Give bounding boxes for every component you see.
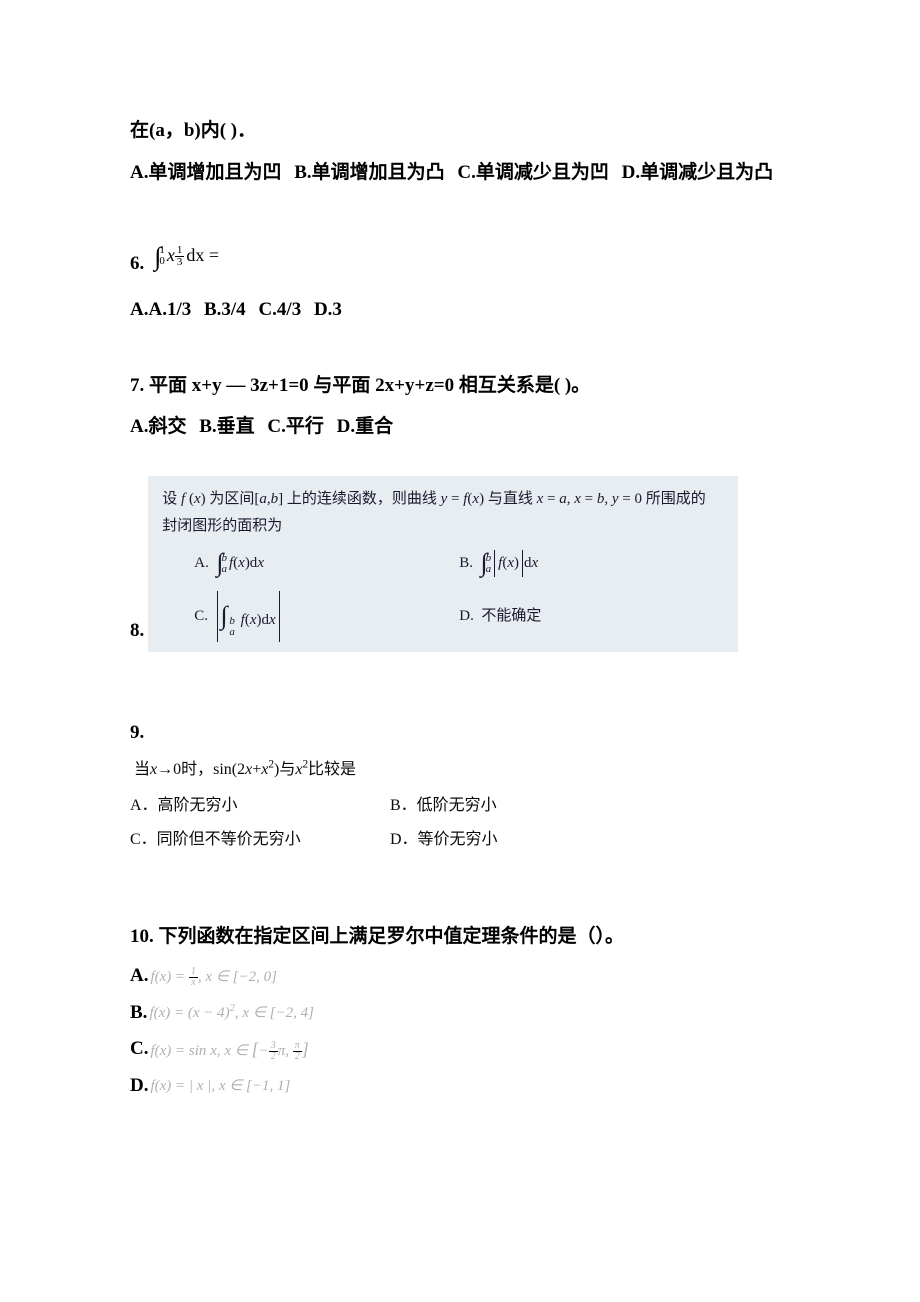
q6-exponent-fraction: 1 3 <box>175 245 185 268</box>
q8-opt-d: D. 不能确定 <box>459 591 724 642</box>
q10-opt-b: B. f(x) = (x − 4)2, x ∈ [−2, 4] <box>130 998 790 1028</box>
integral-sign-icon: ∫ <box>154 228 161 285</box>
q8c-bounds: ba <box>229 616 235 638</box>
question-7: 7. 平面 x+y — 3z+1=0 与平面 2x+y+z=0 相互关系是( )… <box>130 365 790 449</box>
q10-optD-letter: D. <box>130 1071 148 1101</box>
integral-sign-icon: ∫ <box>216 540 223 587</box>
q10-optD-formula: f(x) = | x |, x ∈ [−1, 1] <box>150 1074 290 1098</box>
q10-opt-c: C. f(x) = sin x, x ∈ [−32π, π2] <box>130 1034 790 1064</box>
question-10: 10. 下列函数在指定区间上满足罗尔中值定理条件的是（）。 A. f(x) = … <box>130 916 790 1101</box>
q6-integral: ∫ 1 0 x 1 3 dx = <box>148 228 219 285</box>
q7-opt-d: D.重合 <box>337 416 393 437</box>
q6-integrand-base: x <box>167 236 175 276</box>
q10-optB-formula: f(x) = (x − 4)2, x ∈ [−2, 4] <box>149 1001 314 1025</box>
q8-optD-label: D. <box>459 603 474 630</box>
q9-opt-d: D．等价无穷小 <box>390 824 650 856</box>
q8-options: A. ∫ ba f(x)dx B. ∫ ba f(x)dx C. ∫ ba f(… <box>194 540 724 642</box>
q10-opt-d: D. f(x) = | x |, x ∈ [−1, 1] <box>130 1071 790 1101</box>
q5-opt-c: C.单调减少且为凹 <box>457 162 608 183</box>
q9-body: 当x→0时，sin(2x+x2)与x2比较是 A．高阶无穷小 B．低阶无穷小 C… <box>130 754 790 856</box>
q8-opt-c: C. ∫ ba f(x)dx <box>194 591 459 642</box>
q9-opt-c: C．同阶但不等价无穷小 <box>130 824 390 856</box>
q8-opt-a: A. ∫ ba f(x)dx <box>194 540 459 587</box>
q8-optC-label: C. <box>194 603 208 630</box>
q10-optA-letter: A. <box>130 961 148 991</box>
q10-number: 10. <box>130 926 154 947</box>
q8-number: 8. <box>130 610 144 652</box>
q6-exp-bot: 3 <box>175 257 185 268</box>
q6-opt-d: D.3 <box>314 299 342 320</box>
question-5-tail: 在(a，b)内( )． A.单调增加且为凹 B.单调增加且为凸 C.单调减少且为… <box>130 110 790 194</box>
q5-stem: 在(a，b)内( )． <box>130 110 790 152</box>
q5-opt-a: A.单调增加且为凹 <box>130 162 281 183</box>
q6-opt-a: A.A.1/3 <box>130 299 191 320</box>
q7-opt-a: A.斜交 <box>130 416 186 437</box>
q9-options: A．高阶无穷小 B．低阶无穷小 C．同阶但不等价无穷小 D．等价无穷小 <box>130 790 650 856</box>
q7-options: A.斜交 B.垂直 C.平行 D.重合 <box>130 406 790 448</box>
q10-stem-text: 下列函数在指定区间上满足罗尔中值定理条件的是（）。 <box>159 926 625 947</box>
q9-stem: 当x→0时，sin(2x+x2)与x2比较是 <box>130 754 790 786</box>
q10-options: A. f(x) = 1x, x ∈ [−2, 0] B. f(x) = (x −… <box>130 961 790 1101</box>
q7-number: 7. <box>130 375 144 396</box>
q5-opt-d: D.单调减少且为凸 <box>622 162 773 183</box>
q7-stem-text: 平面 x+y — 3z+1=0 与平面 2x+y+z=0 相互关系是( )。 <box>149 375 590 396</box>
q6-opt-c: C.4/3 <box>258 299 301 320</box>
q8-optB-label: B. <box>459 550 473 577</box>
q7-opt-c: C.平行 <box>267 416 323 437</box>
integral-sign-icon: ∫ <box>221 601 228 630</box>
q9-number: 9. <box>130 712 790 754</box>
q8-stem-line2: 封闭图形的面积为 <box>162 513 724 540</box>
integral-sign-icon: ∫ <box>481 540 488 587</box>
q10-optA-formula: f(x) = 1x, x ∈ [−2, 0] <box>150 965 276 989</box>
q6-number: 6. <box>130 243 144 285</box>
q7-stem: 7. 平面 x+y — 3z+1=0 与平面 2x+y+z=0 相互关系是( )… <box>130 365 790 407</box>
question-6: 6. ∫ 1 0 x 1 3 dx = A.A.1/3 B.3/4 C.4/3 … <box>130 228 790 331</box>
q10-optC-formula: f(x) = sin x, x ∈ [−32π, π2] <box>150 1035 308 1064</box>
q9-opt-b: B．低阶无穷小 <box>390 790 650 822</box>
q5-options: A.单调增加且为凹 B.单调增加且为凸 C.单调减少且为凹 D.单调减少且为凸 <box>130 152 790 194</box>
q8-stem-line1: 设 f (x) 为区间[a,b] 上的连续函数，则曲线 y = f(x) 与直线… <box>162 486 724 513</box>
q6-formula-line: 6. ∫ 1 0 x 1 3 dx = <box>130 228 790 285</box>
q5-opt-b: B.单调增加且为凸 <box>294 162 444 183</box>
q6-opt-b: B.3/4 <box>204 299 246 320</box>
q8-image-block: 设 f (x) 为区间[a,b] 上的连续函数，则曲线 y = f(x) 与直线… <box>148 476 738 652</box>
q7-opt-b: B.垂直 <box>199 416 254 437</box>
q10-optC-letter: C. <box>130 1034 148 1064</box>
q6-dx: dx = <box>186 236 219 276</box>
question-8: 8. 设 f (x) 为区间[a,b] 上的连续函数，则曲线 y = f(x) … <box>130 476 790 652</box>
question-9: 9. 当x→0时，sin(2x+x2)与x2比较是 A．高阶无穷小 B．低阶无穷… <box>130 712 790 856</box>
q8-opt-b: B. ∫ ba f(x)dx <box>459 540 724 587</box>
q10-optB-letter: B. <box>130 998 147 1028</box>
q6-exp-top: 1 <box>175 245 185 257</box>
q10-stem: 10. 下列函数在指定区间上满足罗尔中值定理条件的是（）。 <box>130 916 790 958</box>
q6-options: A.A.1/3 B.3/4 C.4/3 D.3 <box>130 289 790 331</box>
q8-optA-label: A. <box>194 550 209 577</box>
q9-opt-a: A．高阶无穷小 <box>130 790 390 822</box>
q10-opt-a: A. f(x) = 1x, x ∈ [−2, 0] <box>130 961 790 991</box>
q8-optD-text: 不能确定 <box>481 603 541 630</box>
